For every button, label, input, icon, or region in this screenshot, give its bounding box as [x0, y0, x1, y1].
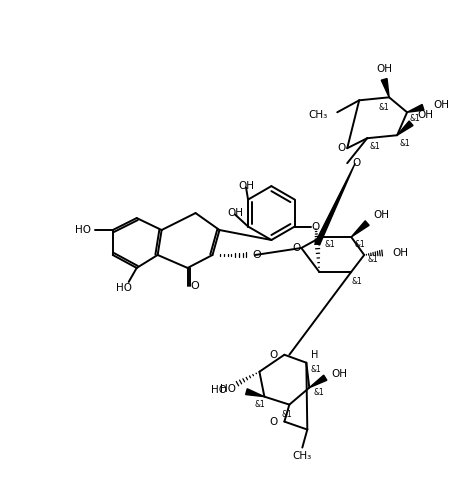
- Text: HO: HO: [211, 384, 227, 395]
- Text: &1: &1: [368, 142, 379, 151]
- Text: H: H: [311, 350, 318, 360]
- Polygon shape: [380, 79, 388, 97]
- Text: OH: OH: [373, 210, 388, 220]
- Text: &1: &1: [350, 277, 361, 287]
- Text: HO: HO: [74, 225, 91, 235]
- Text: OH: OH: [226, 207, 243, 217]
- Text: &1: &1: [313, 388, 323, 397]
- Text: O: O: [268, 417, 277, 427]
- Polygon shape: [308, 375, 326, 388]
- Text: OH: OH: [375, 64, 391, 74]
- Text: O: O: [190, 281, 198, 291]
- Text: OH: OH: [238, 180, 253, 191]
- Text: &1: &1: [378, 103, 389, 112]
- Text: O: O: [291, 243, 300, 253]
- Text: HO: HO: [115, 283, 131, 293]
- Text: &1: &1: [281, 410, 292, 419]
- Polygon shape: [350, 221, 368, 237]
- Text: &1: &1: [354, 240, 364, 250]
- Text: O: O: [351, 158, 359, 168]
- Polygon shape: [314, 163, 354, 245]
- Text: &1: &1: [366, 255, 377, 264]
- Text: CH₃: CH₃: [292, 451, 311, 460]
- Text: O: O: [268, 350, 277, 360]
- Text: &1: &1: [398, 139, 409, 148]
- Text: &1: &1: [323, 240, 334, 250]
- Text: &1: &1: [408, 114, 419, 123]
- Text: OH: OH: [432, 100, 448, 110]
- Text: CH₃: CH₃: [307, 110, 327, 120]
- Text: OH: OH: [391, 248, 407, 258]
- Text: OH: OH: [331, 369, 346, 379]
- Polygon shape: [245, 389, 264, 396]
- Text: HO: HO: [220, 384, 236, 394]
- Text: &1: &1: [253, 400, 264, 409]
- Text: O: O: [311, 222, 319, 231]
- Text: OH: OH: [416, 110, 432, 120]
- Text: O: O: [252, 250, 261, 260]
- Text: O: O: [336, 143, 345, 153]
- Polygon shape: [396, 121, 412, 135]
- Polygon shape: [406, 105, 423, 112]
- Text: &1: &1: [310, 365, 320, 374]
